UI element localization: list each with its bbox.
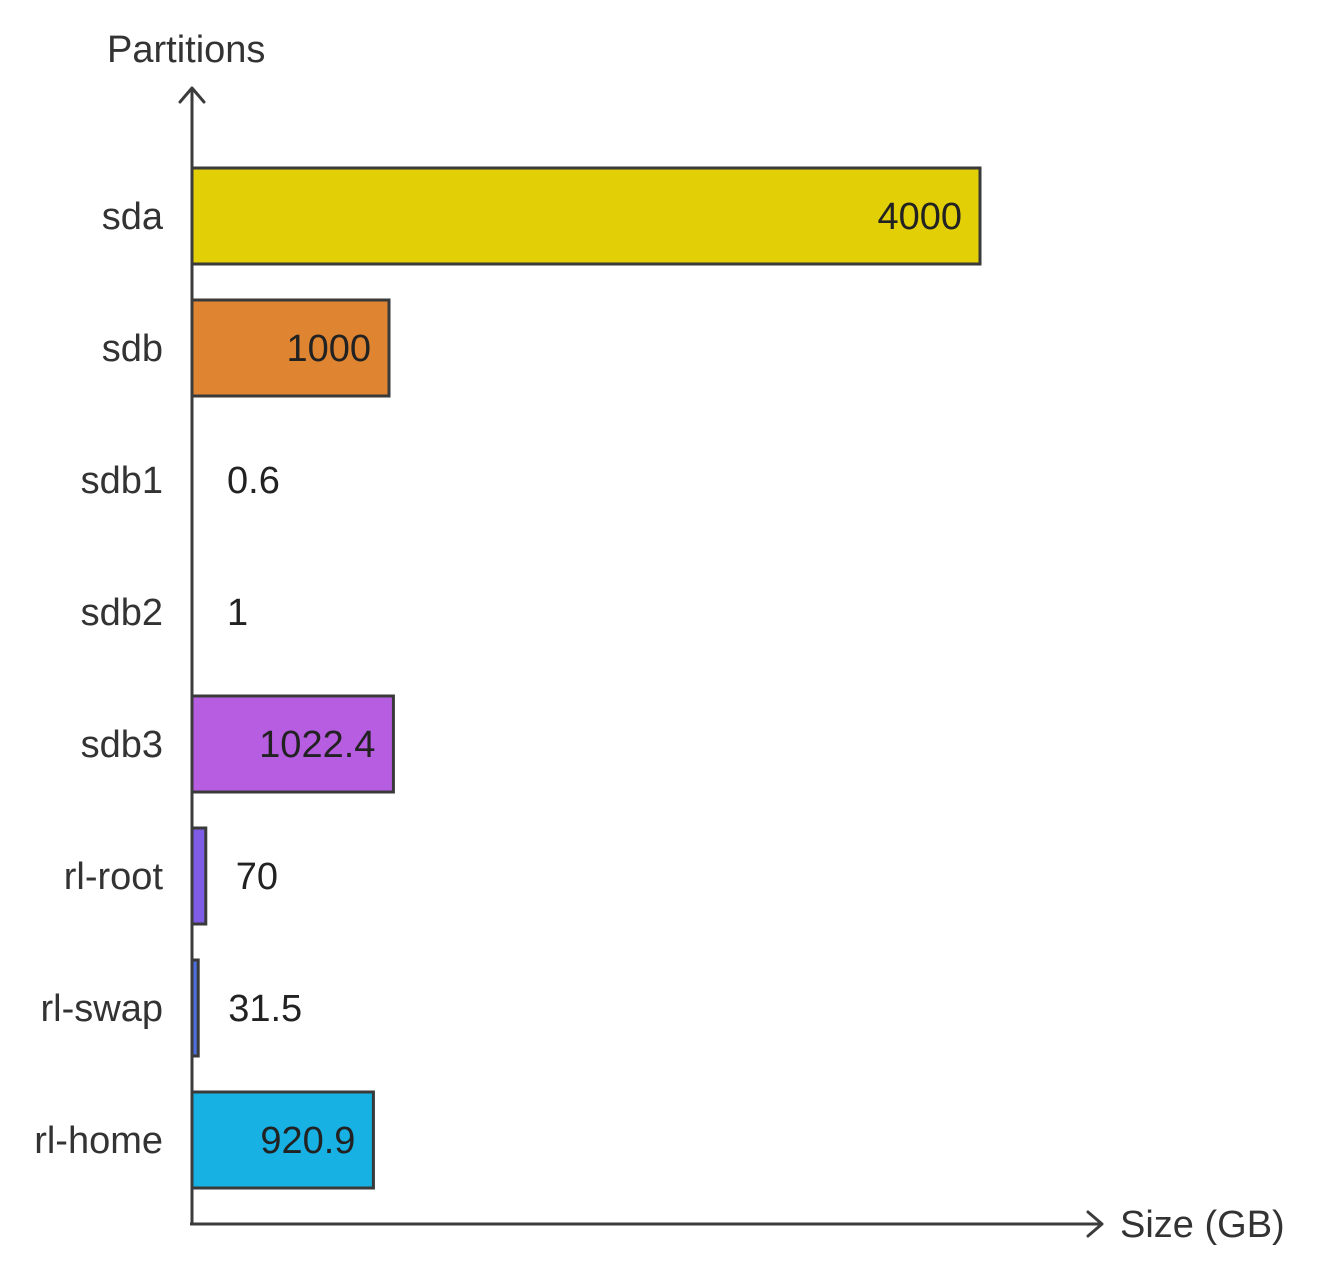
- bar: [190, 694, 395, 794]
- x-axis-arrow-icon: [1086, 1210, 1104, 1238]
- value-label: 1: [227, 592, 248, 634]
- value-label: 1022.4: [259, 724, 375, 766]
- axes-group: [178, 86, 1104, 1238]
- y-axis-title: Partitions: [107, 29, 265, 71]
- value-label: 4000: [877, 196, 962, 238]
- value-label: 70: [236, 856, 278, 898]
- value-label: 1000: [286, 328, 371, 370]
- category-label: sdb1: [81, 460, 163, 502]
- value-label: 920.9: [260, 1120, 355, 1162]
- category-label: rl-root: [64, 856, 164, 898]
- category-label: sdb: [102, 328, 163, 370]
- category-label: sda: [102, 196, 164, 238]
- category-label: rl-swap: [41, 988, 163, 1030]
- category-label: rl-home: [34, 1120, 163, 1162]
- category-label: sdb3: [81, 724, 163, 766]
- bar: [190, 166, 982, 266]
- x-axis-title: Size (GB): [1120, 1204, 1285, 1246]
- bars-group: sda 4000 sdb 1000 sdb1 0.6 sdb2 1 sdb3 1022.4 rl-r…: [34, 166, 982, 1190]
- category-label: sdb2: [81, 592, 163, 634]
- bar: [190, 826, 208, 926]
- value-label: 31.5: [228, 988, 302, 1030]
- y-axis-arrow-icon: [178, 86, 206, 104]
- bar: [190, 298, 391, 398]
- value-label: 0.6: [227, 460, 280, 502]
